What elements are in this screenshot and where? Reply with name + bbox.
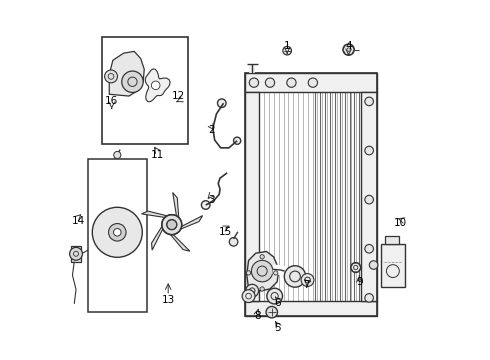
Circle shape <box>114 152 121 158</box>
Polygon shape <box>151 226 163 250</box>
Text: 3: 3 <box>208 195 215 204</box>
Polygon shape <box>124 234 140 249</box>
Circle shape <box>234 137 241 144</box>
Text: 11: 11 <box>151 150 164 160</box>
Text: 14: 14 <box>72 216 85 226</box>
Circle shape <box>351 262 361 273</box>
Bar <box>71 246 81 262</box>
Circle shape <box>260 287 264 291</box>
Circle shape <box>162 215 182 235</box>
Polygon shape <box>104 209 115 226</box>
Circle shape <box>229 238 238 246</box>
Text: 4: 4 <box>345 41 352 51</box>
Circle shape <box>267 288 283 304</box>
Circle shape <box>284 266 306 287</box>
Text: 13: 13 <box>162 295 175 305</box>
Circle shape <box>365 294 373 302</box>
Polygon shape <box>247 251 279 291</box>
Polygon shape <box>122 213 138 227</box>
Polygon shape <box>125 225 141 236</box>
Circle shape <box>266 306 277 318</box>
Bar <box>361 93 377 301</box>
Circle shape <box>249 78 259 87</box>
Circle shape <box>287 78 296 87</box>
Circle shape <box>365 146 373 155</box>
Polygon shape <box>96 238 113 251</box>
Circle shape <box>114 229 121 236</box>
Bar <box>381 244 405 287</box>
Circle shape <box>70 247 82 260</box>
Text: 2: 2 <box>208 125 215 135</box>
Polygon shape <box>107 240 119 256</box>
Text: 10: 10 <box>394 218 407 228</box>
Circle shape <box>251 260 273 282</box>
Circle shape <box>365 195 373 204</box>
Polygon shape <box>109 51 144 96</box>
Text: 15: 15 <box>219 227 232 237</box>
Circle shape <box>308 78 318 87</box>
Circle shape <box>92 207 142 257</box>
Polygon shape <box>120 239 131 256</box>
Text: 8: 8 <box>254 311 261 321</box>
Polygon shape <box>116 208 128 224</box>
Circle shape <box>242 290 255 302</box>
Polygon shape <box>181 216 202 229</box>
Circle shape <box>109 224 126 241</box>
Bar <box>385 237 399 244</box>
Polygon shape <box>95 216 110 231</box>
Circle shape <box>218 99 226 108</box>
Text: 7: 7 <box>303 280 310 291</box>
Polygon shape <box>142 211 167 217</box>
Circle shape <box>151 81 160 90</box>
Circle shape <box>347 48 350 51</box>
Polygon shape <box>172 193 179 217</box>
Polygon shape <box>171 235 190 251</box>
Text: 6: 6 <box>274 298 280 308</box>
Bar <box>88 158 147 312</box>
Circle shape <box>365 244 373 253</box>
Circle shape <box>343 44 354 55</box>
Text: 9: 9 <box>356 277 363 287</box>
Polygon shape <box>145 69 170 102</box>
Circle shape <box>245 284 259 297</box>
Text: 12: 12 <box>172 91 186 101</box>
Circle shape <box>122 71 143 93</box>
Text: 1: 1 <box>284 41 291 51</box>
Circle shape <box>283 46 292 55</box>
Circle shape <box>167 220 177 230</box>
Bar <box>245 73 377 93</box>
Bar <box>102 37 188 144</box>
Circle shape <box>104 70 118 83</box>
Bar <box>245 93 259 301</box>
Bar <box>245 301 377 316</box>
Circle shape <box>301 274 314 287</box>
Text: 16: 16 <box>105 96 119 107</box>
Polygon shape <box>94 229 109 239</box>
Circle shape <box>260 255 264 259</box>
Circle shape <box>273 271 278 275</box>
Circle shape <box>369 261 378 269</box>
Circle shape <box>266 78 275 87</box>
Circle shape <box>201 201 210 209</box>
Circle shape <box>246 271 251 275</box>
Circle shape <box>365 97 373 106</box>
Bar <box>245 73 377 316</box>
Text: 5: 5 <box>274 323 280 333</box>
